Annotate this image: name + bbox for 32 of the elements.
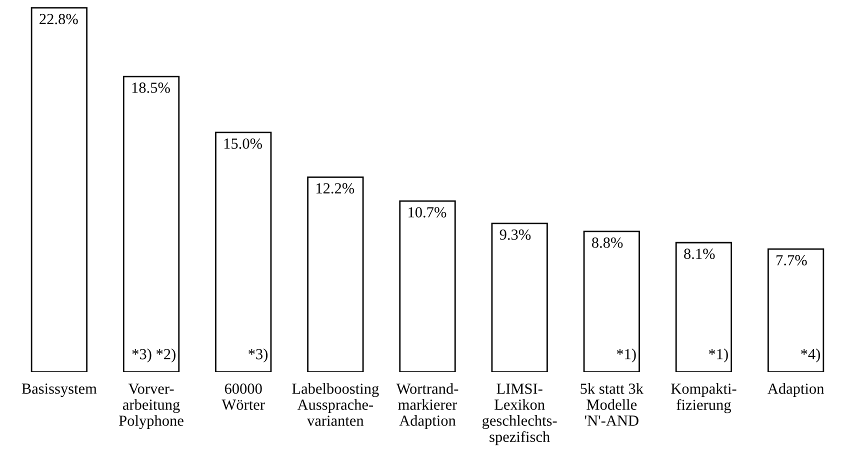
data-label: 8.8% [592,237,623,248]
x-tick-label: 60000 Wörter [222,384,265,410]
bar [307,176,364,372]
x-tick-label: 5k statt 3k Modelle 'N'-AND [580,383,644,426]
bar [399,200,456,372]
bar [215,132,272,372]
x-tick-label: Basissystem [22,384,97,397]
data-label: 8.1% [684,248,715,260]
bar [122,76,180,372]
bar [767,248,824,372]
data-label: 15.0% [224,138,262,149]
annotation: *3) [248,348,268,362]
bar [491,222,548,372]
data-label: 12.2% [316,183,354,194]
bar [30,7,88,372]
annotation: *3) *2) [132,348,176,362]
data-label: 7.7% [776,255,807,266]
x-tick-label: Wortrand- markierer Adaption [396,383,458,429]
data-label: 9.3% [500,229,531,240]
annotation: *1) [708,348,728,362]
data-label: 18.5% [132,82,170,93]
x-tick-label: Kompakti- fizierung [671,383,736,414]
annotation: *1) [616,348,636,362]
x-tick-label: Labelboosting Aussprache- varianten [292,383,379,426]
annotation: *4) [801,348,820,362]
x-tick-label: Vorver- arbeitung Polyphone [119,384,184,430]
data-label: 10.7% [408,207,446,218]
bar [583,230,640,372]
x-tick-label: Adaption [768,383,824,397]
x-tick-label: LIMSI- Lexikon geschlechts- spezifisch [482,384,557,446]
bar [675,242,732,372]
data-label: 22.8% [40,14,78,24]
